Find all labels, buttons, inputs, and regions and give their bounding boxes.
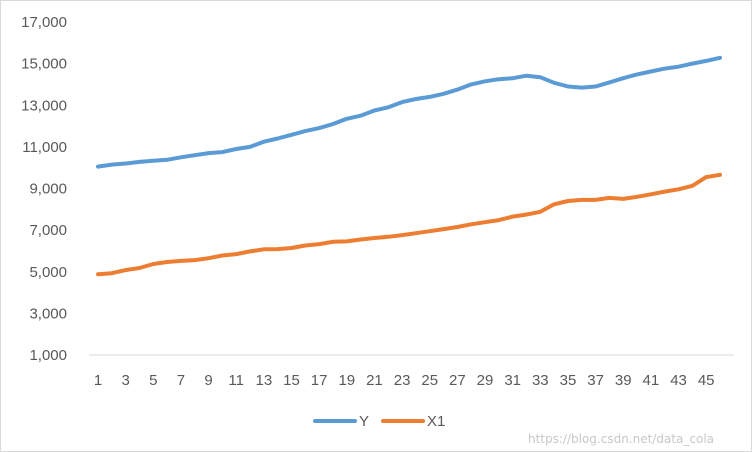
x-tick-label: 41 bbox=[643, 372, 660, 389]
x-tick-label: 7 bbox=[177, 372, 185, 389]
x-tick-label: 1 bbox=[94, 372, 102, 389]
x-tick-label: 13 bbox=[256, 372, 273, 389]
y-tick-label: 3,000 bbox=[29, 305, 67, 322]
legend: Y X1 bbox=[313, 413, 445, 430]
x-tick-label: 45 bbox=[698, 372, 715, 389]
legend-label-y: Y bbox=[359, 413, 369, 430]
x-tick-label: 21 bbox=[366, 372, 383, 389]
x-tick-label: 17 bbox=[311, 372, 328, 389]
y-tick-label: 9,000 bbox=[29, 181, 67, 198]
y-tick-label: 1,000 bbox=[29, 347, 67, 364]
legend-label-x1: X1 bbox=[427, 413, 445, 430]
series-line-x1 bbox=[96, 172, 722, 277]
x-tick-label: 23 bbox=[394, 372, 411, 389]
x-tick-label: 19 bbox=[338, 372, 355, 389]
series-line-y bbox=[96, 55, 722, 169]
x-tick-label: 31 bbox=[504, 372, 521, 389]
y-tick-label: 13,000 bbox=[21, 97, 67, 114]
x-tick-label: 43 bbox=[670, 372, 687, 389]
x-tick-label: 9 bbox=[204, 372, 212, 389]
x-tick-label: 39 bbox=[615, 372, 632, 389]
x-tick-label: 15 bbox=[283, 372, 300, 389]
y-tick-label: 11,000 bbox=[22, 139, 67, 156]
x-tick-label: 29 bbox=[477, 372, 494, 389]
x-axis-ticks: 1 3 5 7 9 11 13 15 17 19 21 23 25 27 29 31 33 35 37 39 41 43 4… bbox=[94, 372, 715, 389]
x-tick-label: 33 bbox=[532, 372, 549, 389]
x-tick-label: 11 bbox=[228, 372, 244, 389]
series-lines bbox=[96, 55, 722, 277]
x-tick-label: 5 bbox=[149, 372, 157, 389]
x-tick-label: 35 bbox=[560, 372, 577, 389]
watermark-brand: 知乎 @可乐 bbox=[613, 406, 719, 430]
watermark-url: https://blog.csdn.net/data_cola bbox=[528, 432, 714, 446]
x-tick-label: 37 bbox=[587, 372, 604, 389]
y-tick-label: 7,000 bbox=[29, 222, 67, 239]
y-tick-label: 5,000 bbox=[29, 264, 67, 281]
y-axis-ticks: 1,000 3,000 5,000 7,000 9,000 11,000 13,000 15,… bbox=[21, 14, 67, 364]
x-tick-label: 25 bbox=[421, 372, 438, 389]
y-tick-label: 17,000 bbox=[21, 14, 67, 31]
x-tick-label: 3 bbox=[121, 372, 129, 389]
x-tick-label: 27 bbox=[449, 372, 466, 389]
y-tick-label: 15,000 bbox=[21, 56, 67, 73]
